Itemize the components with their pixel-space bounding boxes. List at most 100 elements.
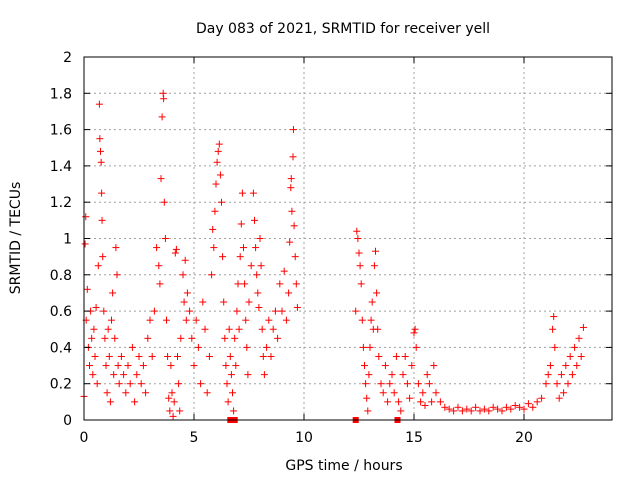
data-point (95, 100, 103, 108)
data-point (90, 325, 98, 333)
data-point (172, 245, 180, 253)
data-point (364, 407, 372, 415)
data-point (215, 140, 223, 148)
data-point (355, 249, 363, 257)
data-point (511, 401, 519, 409)
data-point (379, 389, 387, 397)
data-point (287, 175, 295, 183)
data-point (180, 298, 188, 306)
y-tick-label: 1.4 (50, 159, 72, 175)
data-point (372, 247, 379, 255)
data-point (243, 343, 251, 351)
data-point (135, 352, 143, 360)
data-point (428, 398, 436, 406)
data-point (124, 362, 132, 370)
axis-ticks (83, 56, 612, 421)
data-point (423, 371, 431, 379)
data-point (553, 380, 561, 388)
data-point (197, 380, 205, 388)
data-point (231, 334, 239, 342)
data-point (214, 147, 222, 155)
data-point (210, 244, 218, 252)
data-point (166, 407, 174, 415)
data-point (546, 362, 554, 370)
data-point (237, 220, 245, 228)
data-point (374, 325, 382, 333)
data-point (265, 316, 273, 324)
data-point (97, 147, 104, 155)
data-point (169, 412, 177, 420)
data-point (137, 380, 145, 388)
x-tick-labels: 0 5 10 15 20 (80, 430, 533, 446)
data-point (358, 316, 366, 324)
data-point (112, 244, 120, 252)
data-point (236, 253, 244, 261)
data-point (188, 334, 196, 342)
grid-lines (84, 57, 612, 420)
data-point (259, 352, 267, 360)
x-tick-label: 15 (405, 430, 423, 446)
y-tick-label: 2 (63, 50, 72, 66)
data-point (161, 235, 169, 242)
data-point (174, 352, 181, 360)
data-point (502, 403, 510, 411)
data-point (139, 362, 147, 370)
data-point (463, 405, 471, 413)
data-point (183, 289, 191, 297)
data-point (454, 403, 462, 411)
data-point (175, 380, 183, 388)
data-point (361, 362, 368, 370)
data-point (267, 352, 275, 360)
data-point (222, 362, 230, 370)
data-point (219, 253, 227, 261)
data-point (258, 325, 266, 333)
data-point (395, 398, 403, 406)
data-point (557, 371, 565, 379)
data-point (485, 407, 493, 415)
data-point (83, 285, 91, 293)
data-point (230, 407, 238, 415)
data-point (211, 207, 219, 215)
data-point (399, 371, 407, 379)
data-point (223, 380, 231, 388)
data-point (388, 371, 396, 379)
data-point (375, 352, 383, 360)
data-point (106, 398, 114, 406)
data-point (245, 298, 253, 306)
data-point (157, 175, 165, 183)
data-point (410, 329, 418, 337)
data-point (226, 352, 234, 360)
data-point (386, 380, 394, 388)
chart-title: Day 083 of 2021, SRMTID for receiver yel… (196, 21, 490, 37)
data-point (111, 334, 119, 342)
data-point (368, 298, 376, 306)
data-point (520, 405, 528, 413)
data-point (286, 238, 294, 246)
data-point (93, 380, 101, 388)
data-point (190, 362, 198, 370)
data-point (120, 371, 128, 379)
data-point (290, 222, 298, 230)
data-point (575, 334, 583, 342)
data-point (403, 380, 411, 388)
data-point (411, 325, 419, 333)
data-point (94, 262, 102, 270)
data-point (377, 380, 385, 388)
data-point (109, 289, 117, 297)
data-point (241, 280, 249, 288)
data-point (408, 362, 416, 370)
data-point (146, 316, 154, 324)
data-point (425, 380, 433, 388)
data-point (577, 352, 585, 360)
data-point (365, 371, 373, 379)
data-point (384, 398, 392, 406)
data-point (201, 325, 209, 333)
data-point (441, 403, 449, 411)
data-point (278, 307, 286, 315)
data-point (458, 407, 466, 415)
data-point (218, 198, 225, 206)
data-point (122, 389, 130, 397)
data-point (177, 334, 185, 342)
x-tick-label: 10 (295, 430, 313, 446)
